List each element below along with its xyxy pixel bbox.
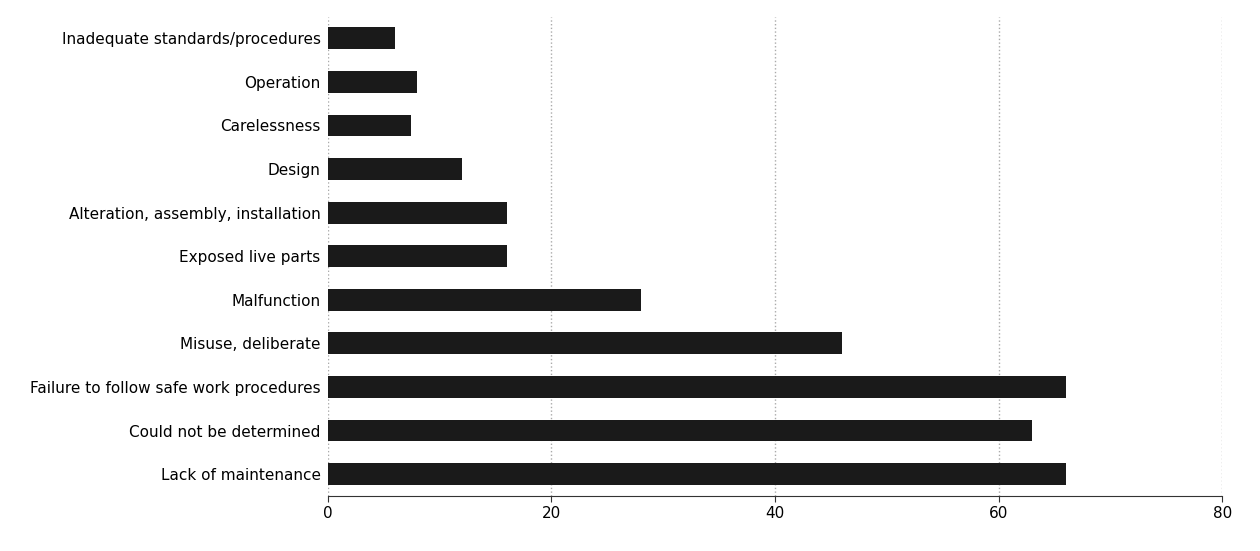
- Bar: [328, 245, 507, 267]
- Bar: [328, 463, 1066, 485]
- Bar: [328, 115, 412, 137]
- Bar: [328, 28, 394, 49]
- Bar: [328, 332, 842, 354]
- Bar: [328, 158, 461, 180]
- Bar: [328, 202, 507, 224]
- Bar: [328, 289, 641, 311]
- Bar: [328, 420, 1032, 441]
- Bar: [328, 376, 1066, 398]
- Bar: [328, 71, 417, 93]
